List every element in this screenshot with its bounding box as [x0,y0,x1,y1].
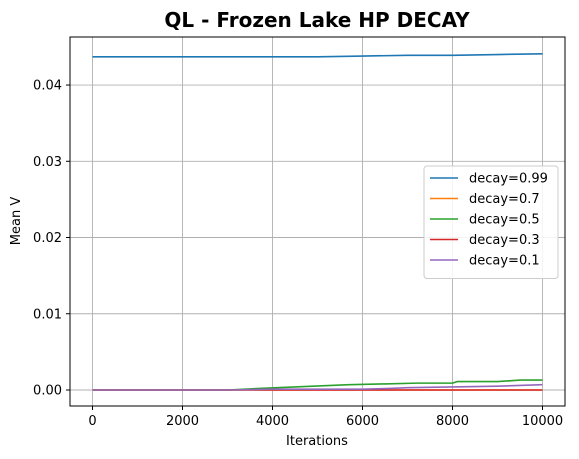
y-tick-label: 0.04 [33,79,62,94]
x-axis-ticks: 0 2000 4000 6000 8000 10000 [88,406,563,429]
series-lines [92,52,543,391]
y-tick-label: 0.02 [33,231,62,246]
x-tick-label: 8000 [436,414,469,429]
series-line-2 [92,379,543,391]
x-tick-label: 0 [88,414,96,429]
legend-entry: decay=0.3 [430,233,540,248]
legend-entry: decay=0.1 [430,254,540,269]
legend-entry: decay=0.99 [430,172,548,187]
y-tick-label: 0.00 [33,383,62,398]
plot-frame [69,36,566,407]
y-tick-label: 0.03 [33,155,62,170]
y-axis-ticks: 0.00 0.01 0.02 0.03 0.04 [33,79,70,398]
x-tick-label: 2000 [166,414,199,429]
series-line-4 [92,383,543,391]
legend-box [423,165,559,279]
legend-label: decay=0.7 [469,192,540,207]
x-tick-label: 4000 [256,414,289,429]
legend-label: decay=0.1 [469,254,540,269]
legend-entry: decay=0.5 [430,213,540,228]
x-tick-label: 6000 [346,414,379,429]
legend-label: decay=0.5 [469,213,540,228]
chart-title: QL - Frozen Lake HP DECAY [164,8,470,32]
legend-entry: decay=0.7 [430,192,540,207]
x-tick-label: 10000 [522,414,563,429]
x-axis-label: Iterations [286,434,348,449]
series-line-0 [92,52,543,58]
legend: decay=0.99 decay=0.7 decay=0.5 decay=0.3 dec… [423,165,559,279]
y-tick-label: 0.01 [33,307,62,322]
y-axis-label: Mean V [9,197,24,246]
legend-label: decay=0.3 [469,233,540,248]
legend-label: decay=0.99 [469,172,548,187]
